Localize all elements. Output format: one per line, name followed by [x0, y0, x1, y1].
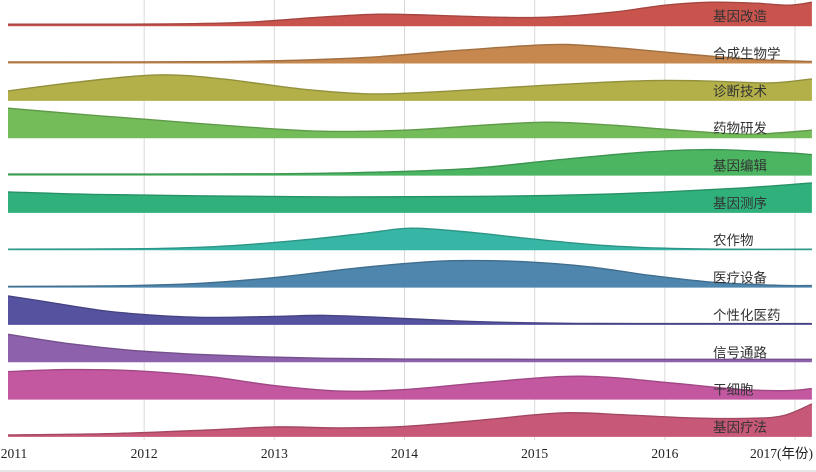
series-label: 基因改造: [713, 8, 767, 24]
series-label: 信号通路: [713, 345, 767, 360]
ridge-area: [8, 403, 812, 437]
ridge-area: [8, 182, 812, 213]
ridge-outline: [7, 74, 812, 95]
ridge-outline: [7, 259, 812, 288]
ridge-outline: [7, 43, 812, 63]
ridge-area: [8, 295, 812, 325]
ridge-outline: [7, 368, 812, 393]
ridge-area: [8, 260, 812, 288]
ridge-outline: [7, 107, 812, 135]
x-tick-label: 2015: [521, 446, 548, 461]
ridge-outline: [7, 333, 812, 361]
ridge-area: [8, 44, 812, 64]
x-tick-label: 2011: [1, 446, 28, 461]
x-tick-label: 2017(年份): [750, 446, 813, 461]
ridge-outline: [7, 182, 812, 198]
series-label: 基因编辑: [713, 158, 767, 174]
ridge-outline: [7, 295, 812, 325]
series-label: 诊断技术: [713, 84, 767, 99]
ridge-outline: [8, 1, 812, 25]
series-label: 药物研发: [713, 121, 767, 136]
series-label: 医疗设备: [713, 270, 767, 286]
ridge-area: [8, 2, 812, 27]
series-label: 干细胞: [713, 383, 754, 398]
ridge-outline: [7, 148, 812, 175]
x-tick-label: 2013: [261, 446, 288, 461]
ridge-outline: [7, 227, 812, 250]
series-label: 合成生物学: [713, 47, 781, 62]
ridge-area: [8, 108, 812, 139]
series-label: 基因疗法: [713, 419, 767, 435]
x-tick-label: 2012: [131, 446, 158, 461]
ridge-area: [8, 149, 812, 176]
series-label: 个性化医药: [713, 308, 781, 323]
ridge-outline: [7, 403, 813, 436]
series-label: 农作物: [713, 233, 754, 248]
ridge-area: [8, 334, 812, 363]
series-label: 基因测序: [713, 195, 767, 211]
ridge-area: [8, 74, 812, 101]
x-tick-label: 2014: [391, 446, 418, 461]
ridge-area: [8, 228, 812, 251]
x-tick-label: 2016: [651, 446, 678, 461]
